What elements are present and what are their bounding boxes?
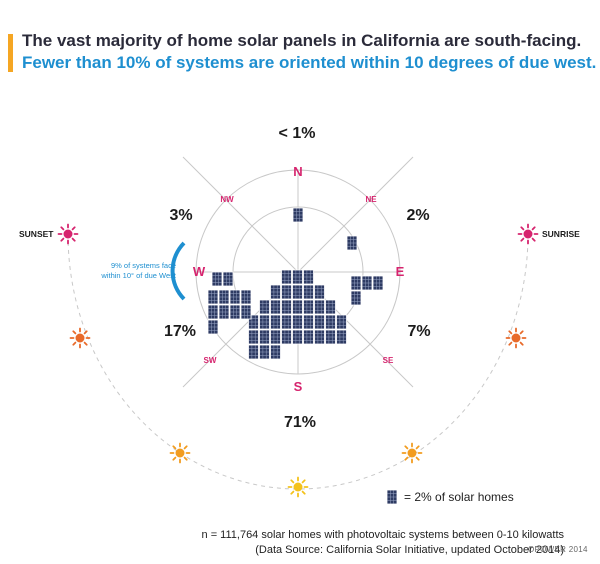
direction-label-ne: NE [365, 195, 377, 204]
direction-label-sw: SW [204, 356, 217, 365]
panel-sw [240, 289, 252, 305]
percent-label-sw: 17% [164, 323, 196, 340]
panel-e [361, 275, 373, 291]
panel-s [303, 269, 314, 285]
panel-s [281, 284, 292, 300]
direction-label-e: E [396, 264, 405, 279]
panel-s [303, 314, 314, 330]
panel-s [259, 314, 270, 330]
panel-e [372, 275, 384, 291]
sun-icon [169, 442, 191, 464]
panel-s [303, 299, 314, 315]
panel-s [281, 269, 292, 285]
sunrise-sun-icon [517, 223, 539, 245]
panel-s [248, 329, 259, 345]
noon-sun-icon [287, 476, 309, 498]
panel-sw [218, 289, 230, 305]
direction-label-w: W [193, 264, 206, 279]
sun-layer [57, 223, 539, 498]
panel-n [292, 207, 304, 223]
panel-s [259, 329, 270, 345]
direction-label-se: SE [383, 356, 394, 365]
panel-s [292, 269, 303, 285]
percent-label-s: 71% [284, 414, 316, 431]
panel-s [259, 344, 270, 360]
percent-label-ne: 2% [406, 207, 429, 224]
credit: OPOWER 2014 [528, 545, 588, 554]
panel-s [325, 299, 336, 315]
panel-s [303, 329, 314, 345]
panel-s [292, 284, 303, 300]
accent-bar [8, 34, 13, 72]
sun-icon [69, 327, 91, 349]
panel-s [314, 299, 325, 315]
direction-label-s: S [294, 379, 303, 394]
percent-label-w: 3% [169, 207, 192, 224]
panel-s [314, 314, 325, 330]
direction-label-nw: NW [220, 195, 234, 204]
legend-text: = 2% of solar homes [404, 490, 514, 504]
panel-e [350, 290, 362, 306]
legend-panel-icon [386, 489, 398, 505]
panel-sw [207, 289, 219, 305]
panel-w [222, 271, 234, 287]
panel-s [292, 314, 303, 330]
west-callout-bracket [170, 241, 186, 301]
chart-title: The vast majority of home solar panels i… [22, 31, 582, 50]
panel-s [270, 299, 281, 315]
panel-sw [240, 304, 252, 320]
sunset-sun-icon [57, 223, 79, 245]
panel-sw [207, 304, 219, 320]
sun-icon [401, 442, 423, 464]
panel-s [259, 299, 270, 315]
panel-sw [218, 304, 230, 320]
panel-ne [346, 235, 358, 251]
panel-s [270, 284, 281, 300]
panel-s [270, 314, 281, 330]
panel-s [270, 344, 281, 360]
panel-s [270, 329, 281, 345]
sunrise-label: SUNRISE [542, 229, 580, 239]
panel-s [248, 344, 259, 360]
panel-s [292, 299, 303, 315]
panel-s [336, 329, 347, 345]
panel-e [350, 275, 362, 291]
panel-s [281, 329, 292, 345]
chart-subtitle: Fewer than 10% of systems are oriented w… [22, 53, 597, 72]
panel-sw [229, 304, 241, 320]
panel-s [336, 314, 347, 330]
sunset-label: SUNSET [19, 229, 54, 239]
footnote-source: (Data Source: California Solar Initiativ… [255, 544, 564, 556]
panel-s [281, 299, 292, 315]
panel-s [303, 284, 314, 300]
panel-w [211, 271, 223, 287]
footnote-sample: n = 111,764 solar homes with photovoltai… [201, 529, 564, 541]
west-callout-line-1: 9% of systems face [111, 261, 176, 270]
panel-sw [207, 319, 219, 335]
panel-s [292, 329, 303, 345]
sun-icon [505, 327, 527, 349]
percent-label-e: 7% [407, 323, 430, 340]
legend: = 2% of solar homes [386, 489, 514, 505]
panel-s [281, 314, 292, 330]
west-callout-line-2: within 10° of due West [100, 271, 176, 280]
panel-s [314, 284, 325, 300]
panel-sw [229, 289, 241, 305]
panel-s [325, 314, 336, 330]
sun-path-arc [67, 233, 529, 490]
panel-s [325, 329, 336, 345]
direction-label-n: N [293, 164, 302, 179]
panel-s [314, 329, 325, 345]
percent-label-n: < 1% [279, 125, 316, 142]
